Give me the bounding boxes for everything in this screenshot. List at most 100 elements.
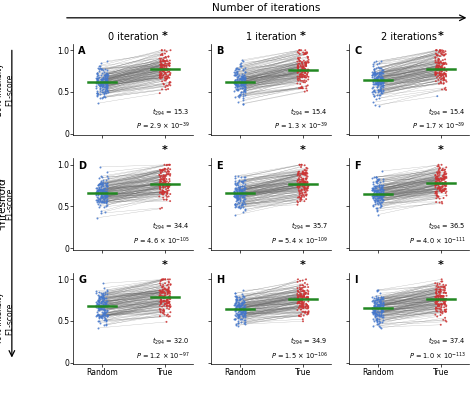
Point bbox=[303, 181, 311, 187]
Point bbox=[375, 312, 383, 318]
Point bbox=[240, 194, 248, 200]
Point bbox=[97, 299, 104, 305]
Point bbox=[298, 162, 305, 168]
Point bbox=[157, 66, 164, 72]
Point bbox=[302, 301, 310, 308]
Point bbox=[300, 300, 307, 306]
Point bbox=[431, 54, 439, 60]
Point bbox=[159, 284, 166, 290]
Point bbox=[378, 189, 385, 196]
Point bbox=[435, 292, 442, 299]
Point bbox=[241, 185, 248, 191]
Point bbox=[163, 57, 171, 63]
Point bbox=[375, 303, 383, 309]
Point bbox=[440, 70, 448, 76]
Point bbox=[94, 297, 102, 303]
Point bbox=[303, 68, 311, 74]
Point bbox=[97, 187, 105, 193]
Point bbox=[294, 287, 301, 294]
Point bbox=[165, 295, 173, 302]
Point bbox=[238, 194, 246, 200]
Point bbox=[102, 75, 110, 82]
Text: *: * bbox=[438, 260, 444, 270]
Point bbox=[239, 293, 246, 299]
Point bbox=[438, 189, 446, 195]
Point bbox=[158, 74, 166, 81]
Point bbox=[163, 65, 170, 71]
Point bbox=[376, 86, 383, 92]
Point bbox=[436, 60, 443, 67]
Point bbox=[441, 284, 448, 290]
Point bbox=[368, 298, 376, 304]
Point bbox=[304, 310, 312, 316]
Point bbox=[433, 188, 441, 194]
Point bbox=[96, 82, 104, 89]
Point bbox=[441, 171, 448, 178]
Point bbox=[438, 71, 446, 78]
Point bbox=[234, 66, 242, 72]
Point bbox=[298, 85, 306, 91]
Point bbox=[102, 321, 110, 327]
Point bbox=[375, 313, 383, 320]
Point bbox=[158, 205, 166, 211]
Point bbox=[373, 206, 380, 213]
Point bbox=[231, 69, 238, 76]
Point bbox=[300, 79, 307, 86]
Point bbox=[100, 188, 108, 194]
Point bbox=[103, 308, 111, 314]
Point bbox=[301, 88, 309, 95]
Point bbox=[101, 194, 109, 200]
Point bbox=[234, 303, 241, 309]
Point bbox=[231, 180, 238, 186]
Point bbox=[157, 64, 164, 70]
Point bbox=[158, 64, 166, 70]
Point bbox=[374, 195, 382, 201]
Point bbox=[233, 181, 240, 187]
Point bbox=[95, 289, 102, 295]
Point bbox=[104, 58, 111, 64]
Point bbox=[440, 65, 448, 71]
Point bbox=[93, 190, 100, 197]
Point bbox=[301, 187, 309, 193]
Point bbox=[97, 290, 105, 297]
Point bbox=[434, 180, 442, 187]
Point bbox=[232, 298, 240, 305]
Point bbox=[371, 185, 378, 192]
Point bbox=[373, 305, 381, 312]
Point bbox=[295, 185, 302, 192]
Point bbox=[156, 179, 164, 186]
Point bbox=[435, 162, 442, 168]
Point bbox=[373, 190, 380, 197]
Point bbox=[299, 65, 307, 71]
Point bbox=[440, 304, 448, 310]
Point bbox=[378, 90, 386, 96]
Point bbox=[374, 197, 382, 204]
Point bbox=[378, 188, 385, 194]
Point bbox=[298, 300, 306, 306]
Point bbox=[440, 71, 447, 77]
Point bbox=[438, 65, 446, 72]
Point bbox=[93, 308, 100, 315]
Point bbox=[157, 52, 164, 58]
Point bbox=[241, 84, 249, 91]
Point bbox=[237, 76, 245, 82]
Point bbox=[230, 192, 238, 199]
Point bbox=[368, 294, 376, 300]
Point bbox=[378, 184, 386, 190]
Point bbox=[440, 76, 448, 82]
Point bbox=[377, 293, 384, 300]
Point bbox=[232, 297, 239, 304]
Point bbox=[164, 72, 172, 79]
Point bbox=[231, 302, 238, 308]
Point bbox=[238, 305, 246, 311]
Point bbox=[373, 313, 380, 320]
Point bbox=[378, 70, 386, 76]
Point bbox=[95, 315, 102, 321]
Point bbox=[304, 296, 312, 302]
Point bbox=[441, 52, 448, 58]
Point bbox=[435, 176, 443, 183]
Point bbox=[233, 194, 241, 201]
Point bbox=[98, 76, 105, 82]
Point bbox=[437, 64, 445, 70]
Point bbox=[157, 65, 164, 71]
